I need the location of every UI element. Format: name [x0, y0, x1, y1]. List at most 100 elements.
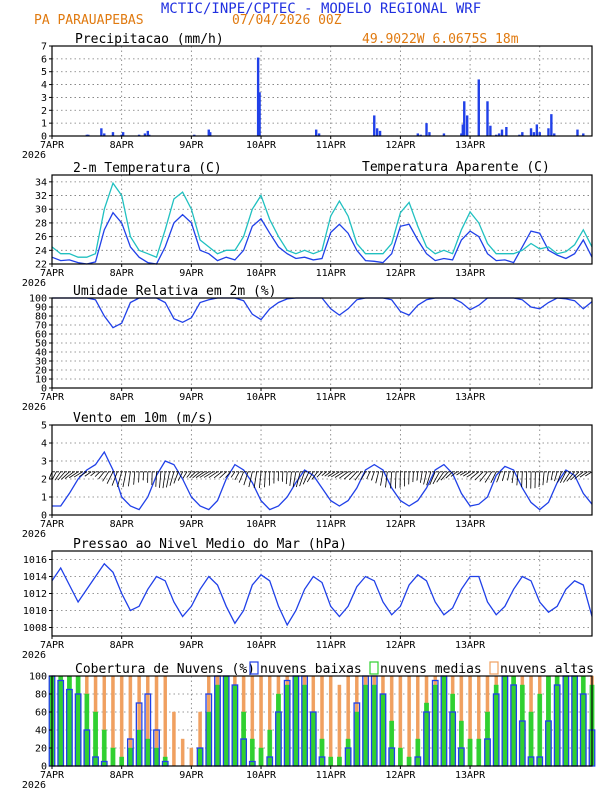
- cloud-bar-nuvens-medias: [554, 675, 560, 767]
- x-tick-label: 10APR: [246, 770, 277, 781]
- wind-barb: [122, 471, 127, 488]
- cloud-bar-nuvens-medias: [258, 747, 264, 767]
- cloud-bar-nuvens-medias: [267, 729, 273, 767]
- wind-barb: [542, 471, 545, 486]
- cloud-bar-nuvens-altas: [189, 747, 194, 767]
- x-year-label: 2026: [22, 529, 46, 540]
- y-tick-label: 90: [35, 303, 47, 314]
- header-coords: 49.9022W 6.0675S 18m: [362, 32, 519, 47]
- wind-barb: [412, 471, 414, 483]
- wind-barb: [331, 471, 340, 478]
- precip-bar: [489, 125, 492, 136]
- x-tick-label: 11APR: [316, 140, 347, 151]
- precip-bar: [419, 134, 422, 136]
- wind-barb: [162, 471, 166, 489]
- y-tick-label: 1: [41, 119, 47, 130]
- x-tick-label: 8APR: [110, 770, 135, 781]
- wind-barb: [189, 471, 196, 479]
- wind-barb: [219, 471, 227, 479]
- y-tick-label: 40: [35, 348, 47, 359]
- legend-swatch: [489, 661, 499, 675]
- wind-barb: [299, 471, 305, 487]
- wind-barb: [225, 471, 231, 478]
- wind-barb: [566, 471, 575, 482]
- wind-barb: [579, 471, 588, 478]
- cloud-bar-nuvens-medias: [310, 711, 316, 767]
- cloud-bar-nuvens-medias: [502, 675, 508, 767]
- wind-barb: [423, 471, 427, 485]
- y-tick-label: 100: [29, 672, 47, 683]
- x-tick-label: 11APR: [316, 640, 347, 651]
- precip-bar: [87, 134, 90, 136]
- x-year-label: 2026: [22, 402, 46, 413]
- wind-barb: [450, 471, 458, 477]
- cloud-bar-nuvens-medias: [563, 675, 569, 767]
- panel-title: Cobertura de Nuvens (%): [75, 662, 255, 677]
- y-tick-label: 1016: [23, 555, 47, 566]
- y-tick-label: 80: [35, 312, 47, 323]
- y-tick-label: 60: [35, 708, 47, 719]
- precip-bar: [500, 129, 504, 136]
- y-tick-label: 30: [35, 205, 47, 216]
- y-tick-label: 60: [35, 330, 47, 341]
- precip-bar: [209, 132, 212, 136]
- wind-barb: [253, 471, 258, 489]
- wind-barb: [390, 471, 393, 489]
- cloud-bar-nuvens-medias: [450, 693, 455, 767]
- wind-barb: [484, 471, 493, 483]
- x-tick-label: 11APR: [316, 392, 347, 403]
- wind-barb: [327, 471, 336, 477]
- wind-barb: [557, 471, 562, 483]
- precip-bar: [576, 129, 579, 136]
- wind-barb: [559, 471, 567, 484]
- x-tick-label: 7APR: [40, 519, 65, 530]
- wind-barb: [511, 471, 515, 484]
- cloud-bar-nuvens-altas: [172, 711, 176, 767]
- wind-barb: [84, 471, 92, 477]
- wind-barb: [538, 471, 541, 488]
- y-tick-label: 20: [35, 366, 47, 377]
- wind-barb: [563, 471, 571, 483]
- x-tick-label: 13APR: [455, 770, 486, 781]
- x-year-label: 2026: [22, 150, 46, 161]
- wind-barb: [213, 471, 223, 479]
- panel-title: Vento em 10m (m/s): [73, 411, 214, 426]
- cloud-bar-nuvens-medias: [363, 684, 368, 767]
- wind-barb: [230, 471, 236, 478]
- header-date: 07/04/2026 00Z: [232, 13, 342, 28]
- wind-barb: [507, 471, 510, 481]
- x-tick-label: 12APR: [385, 519, 416, 530]
- wind-barb: [302, 471, 310, 485]
- wind-barb: [248, 471, 253, 488]
- x-year-label: 2026: [22, 650, 46, 661]
- wind-barb: [585, 471, 593, 477]
- x-tick-label: 13APR: [455, 140, 486, 151]
- x-tick-label: 8APR: [110, 640, 135, 651]
- wind-barb: [177, 471, 184, 481]
- wind-barb: [574, 471, 584, 479]
- cloud-bar-nuvens-medias: [580, 675, 586, 767]
- cloud-bar-nuvens-altas: [119, 675, 124, 767]
- x-tick-label: 7APR: [40, 268, 65, 279]
- wind-barb: [370, 471, 375, 481]
- wind-barb: [79, 471, 88, 477]
- cloud-bar-nuvens-medias: [432, 684, 438, 767]
- x-tick-label: 9APR: [179, 392, 204, 403]
- cloud-bar-nuvens-medias: [415, 738, 421, 767]
- x-tick-label: 10APR: [246, 140, 277, 151]
- precip-bar: [547, 128, 550, 136]
- x-tick-label: 9APR: [179, 140, 204, 151]
- y-tick-label: 100: [29, 294, 47, 305]
- y-tick-label: 2: [41, 475, 47, 486]
- cloud-bar-nuvens-medias: [572, 675, 577, 767]
- wind-barb: [182, 471, 188, 479]
- cloud-bar-nuvens-medias: [223, 675, 229, 767]
- wind-barb: [186, 471, 192, 478]
- cloud-bar-nuvens-medias: [371, 684, 377, 767]
- wind-barb: [354, 471, 362, 481]
- wind-barb: [521, 471, 523, 488]
- panel-title: Precipitacao (mm/h): [75, 32, 224, 47]
- wind-barb: [429, 471, 436, 486]
- wind-barb: [73, 471, 83, 478]
- precip-bar: [465, 115, 469, 136]
